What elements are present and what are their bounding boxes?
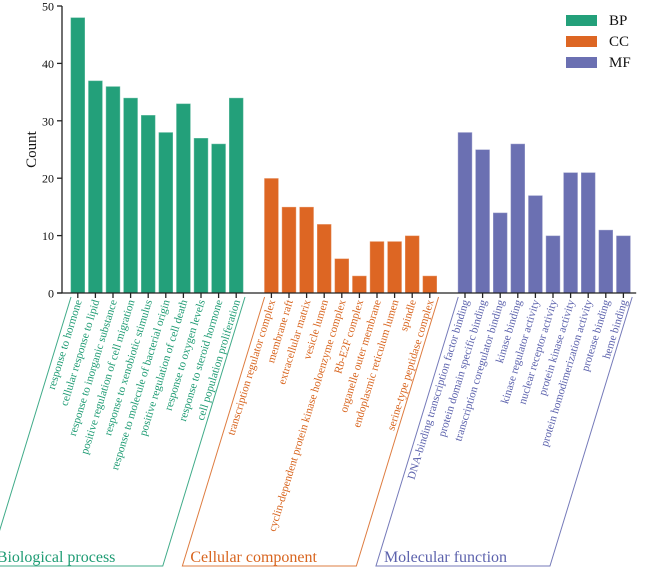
bar-mf-6 (562, 171, 579, 294)
group-label-mf: Molecular function (384, 549, 507, 566)
bar-mf-1 (474, 149, 491, 294)
bar-bp-4 (140, 114, 156, 294)
legend-label-cc: CC (609, 34, 629, 50)
group-frame-bp (0, 296, 246, 567)
y-tick-label: 10 (42, 229, 54, 243)
bar-bp-2 (105, 85, 121, 294)
group-frames: Biological process Cellular component Mole… (0, 296, 633, 567)
bars-layer (70, 16, 632, 294)
group-label-cc: Cellular component (190, 549, 317, 566)
bar-bp-9 (228, 97, 244, 294)
bar-mf-3 (510, 143, 526, 294)
bar-cc-6 (369, 240, 385, 294)
bar-mf-5 (545, 235, 561, 294)
legend: BP CC MF (566, 13, 631, 71)
y-tick-label: 0 (48, 287, 54, 301)
bar-mf-2 (492, 212, 508, 294)
bar-mf-0 (457, 131, 473, 294)
group-frame-mf (375, 296, 633, 567)
y-ticks: 0 10 20 30 40 50 (42, 0, 62, 301)
bar-mf-9 (615, 235, 632, 294)
bar-cc-4 (334, 258, 350, 294)
bar-mf-4 (527, 194, 544, 294)
bar-cc-3 (316, 223, 332, 294)
y-tick-label: 20 (42, 172, 54, 186)
bar-cc-1 (281, 206, 297, 294)
bar-bp-5 (158, 131, 174, 294)
axes-layer: 0 10 20 30 40 50 Count (24, 0, 637, 301)
legend-label-bp: BP (609, 13, 627, 29)
y-axis-title: Count (24, 130, 40, 168)
bar-mf-8 (598, 229, 614, 294)
bar-bp-3 (122, 97, 139, 294)
bar-bp-8 (210, 143, 227, 294)
bar-bp-0 (70, 16, 86, 294)
group-frame-cc (181, 296, 440, 567)
y-tick-label: 50 (42, 0, 54, 14)
y-tick-label: 30 (42, 114, 54, 128)
x-ticks (77, 293, 625, 298)
group-label-bp: Biological process (0, 549, 115, 566)
bar-cc-7 (386, 240, 403, 294)
bar-mf-7 (580, 171, 596, 294)
legend-label-mf: MF (609, 55, 631, 71)
bar-cc-5 (351, 275, 368, 294)
bar-cc-9 (422, 275, 438, 294)
bar-bp-1 (87, 80, 104, 294)
y-tick-label: 40 (42, 57, 54, 71)
bar-bp-6 (175, 103, 192, 294)
legend-swatch-bp (566, 15, 597, 26)
legend-swatch-mf (566, 57, 597, 68)
legend-swatch-cc (566, 36, 597, 47)
bar-cc-0 (263, 177, 280, 294)
bar-bp-7 (193, 137, 209, 294)
bar-cc-8 (404, 235, 420, 294)
bar-cc-2 (298, 206, 315, 294)
